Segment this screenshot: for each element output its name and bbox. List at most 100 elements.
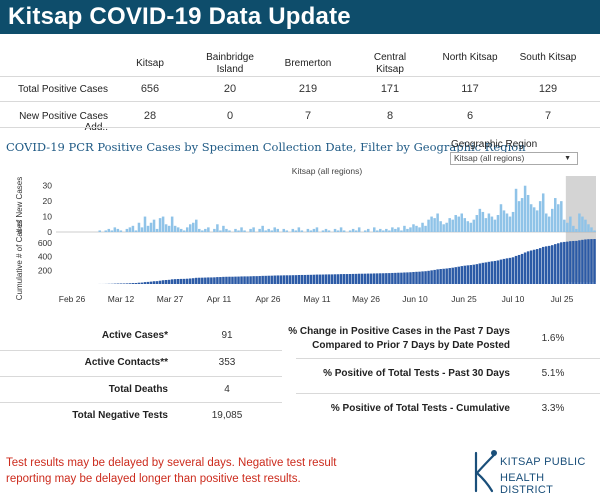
- cumulative-bar: [511, 257, 515, 284]
- stat-label: Total Negative Tests: [72, 410, 168, 421]
- cumulative-bar: [225, 276, 228, 284]
- summary-cell: 8: [386, 110, 394, 122]
- cumulative-bar: [234, 276, 237, 284]
- cumulative-bar: [276, 275, 279, 284]
- new-cases-bar: [457, 216, 460, 232]
- new-cases-bar: [569, 216, 572, 232]
- new-cases-bar: [219, 230, 222, 232]
- geographic-region-selected: Kitsap (all regions): [454, 153, 525, 163]
- new-cases-bar: [379, 228, 382, 232]
- top-y-axis-label: # of New Cases: [15, 177, 24, 233]
- new-cases-bar: [110, 230, 114, 232]
- new-cases-bar: [451, 219, 454, 232]
- stats-divider: [0, 402, 282, 403]
- new-cases-bar: [225, 228, 228, 232]
- new-cases-bar: [463, 218, 467, 232]
- new-cases-bar: [333, 228, 337, 232]
- cumulative-bar: [587, 239, 590, 284]
- bottom-y-axis-label: Cumulative # of Cases: [15, 220, 24, 300]
- new-cases-bar: [140, 227, 144, 232]
- stat-value: 91: [221, 330, 233, 341]
- cumulative-bar: [517, 254, 521, 284]
- cumulative-bar: [348, 274, 352, 284]
- new-cases-bar: [424, 225, 427, 232]
- new-cases-bar: [149, 222, 153, 232]
- new-cases-bar: [502, 210, 506, 232]
- new-cases-bar: [406, 228, 409, 232]
- cumulative-bar: [204, 277, 207, 284]
- cumulative-bar: [198, 277, 201, 284]
- stat-value: 19,085: [211, 410, 243, 421]
- new-cases-bar: [541, 193, 545, 232]
- new-cases-bar: [496, 215, 500, 232]
- cumulative-bar: [164, 280, 168, 284]
- geographic-region-select[interactable]: Kitsap (all regions) ▼: [450, 152, 578, 165]
- cumulative-bar: [451, 267, 454, 284]
- new-cases-bar: [146, 225, 150, 232]
- new-cases-bar: [532, 207, 536, 232]
- cases-chart: 0 10 20 30 # of New Cases 200 400 600 Cumulative…: [15, 176, 596, 304]
- new-cases-bar: [116, 228, 120, 232]
- new-cases-bar: [234, 228, 237, 232]
- new-cases-bar: [550, 208, 554, 232]
- new-cases-bar: [131, 225, 135, 232]
- new-cases-bar: [382, 230, 385, 232]
- new-cases-bar: [403, 225, 406, 232]
- new-cases-bar: [587, 224, 590, 232]
- cumulative-bar: [321, 274, 325, 284]
- cumulative-bar: [373, 273, 376, 284]
- cumulative-bar: [315, 274, 319, 284]
- cumulative-bar: [554, 244, 557, 284]
- cumulative-bar: [122, 283, 126, 284]
- x-tick-label: May 26: [352, 294, 380, 304]
- cumulative-bar: [333, 274, 337, 284]
- new-cases-bar: [478, 208, 482, 232]
- cumulative-bar: [228, 276, 231, 284]
- new-cases-bar: [267, 228, 270, 232]
- cumulative-bar: [442, 268, 445, 284]
- cumulative-bar: [433, 269, 436, 284]
- cumulative-bar: [240, 276, 243, 284]
- stat-right-value: 1.6%: [541, 333, 565, 344]
- cumulative-bar: [188, 278, 192, 284]
- stat-right-label: % Change in Positive Cases in the Past 7…: [288, 326, 510, 337]
- new-cases-bar: [342, 230, 346, 232]
- cumulative-bar: [243, 276, 246, 284]
- new-cases-bar: [324, 228, 328, 232]
- cumulative-bar: [520, 253, 524, 284]
- cumulative-bar: [415, 271, 418, 284]
- summary-cell: 0: [226, 110, 234, 122]
- new-cases-bar: [439, 221, 442, 232]
- new-cases-bar: [472, 219, 476, 232]
- cumulative-bar: [427, 270, 430, 284]
- cumulative-bar: [152, 281, 156, 284]
- x-tick-label: Apr 26: [255, 294, 280, 304]
- new-cases-bar: [207, 227, 210, 232]
- cumulative-bar: [261, 275, 264, 284]
- new-cases-bar: [264, 230, 267, 232]
- stat-right-label: % Positive of Total Tests - Past 30 Days: [323, 368, 510, 379]
- cumulative-bar: [137, 282, 141, 284]
- new-cases-bar: [185, 227, 189, 232]
- new-cases-bar: [348, 230, 352, 232]
- bottom-y-tick-label: 200: [38, 265, 52, 275]
- new-cases-bar: [204, 228, 207, 232]
- new-cases-bar: [572, 225, 575, 232]
- new-cases-bar: [98, 230, 102, 232]
- stats-divider: [296, 393, 600, 394]
- cumulative-bar: [207, 277, 210, 284]
- cumulative-bar: [376, 273, 379, 284]
- cumulative-bar: [505, 258, 509, 284]
- table-divider: [0, 101, 600, 102]
- cumulative-bar: [469, 265, 473, 284]
- cumulative-bar: [300, 274, 304, 284]
- cumulative-bar: [547, 245, 551, 284]
- cumulative-bar: [445, 268, 448, 284]
- new-cases-bar: [475, 215, 479, 232]
- cumulative-bar: [484, 262, 488, 284]
- cumulative-bar: [421, 271, 424, 284]
- cumulative-bar: [550, 245, 554, 284]
- cumulative-bar: [593, 239, 596, 284]
- delay-note-line1: Test results may be delayed by several d…: [6, 457, 337, 469]
- cumulative-bar: [388, 273, 391, 284]
